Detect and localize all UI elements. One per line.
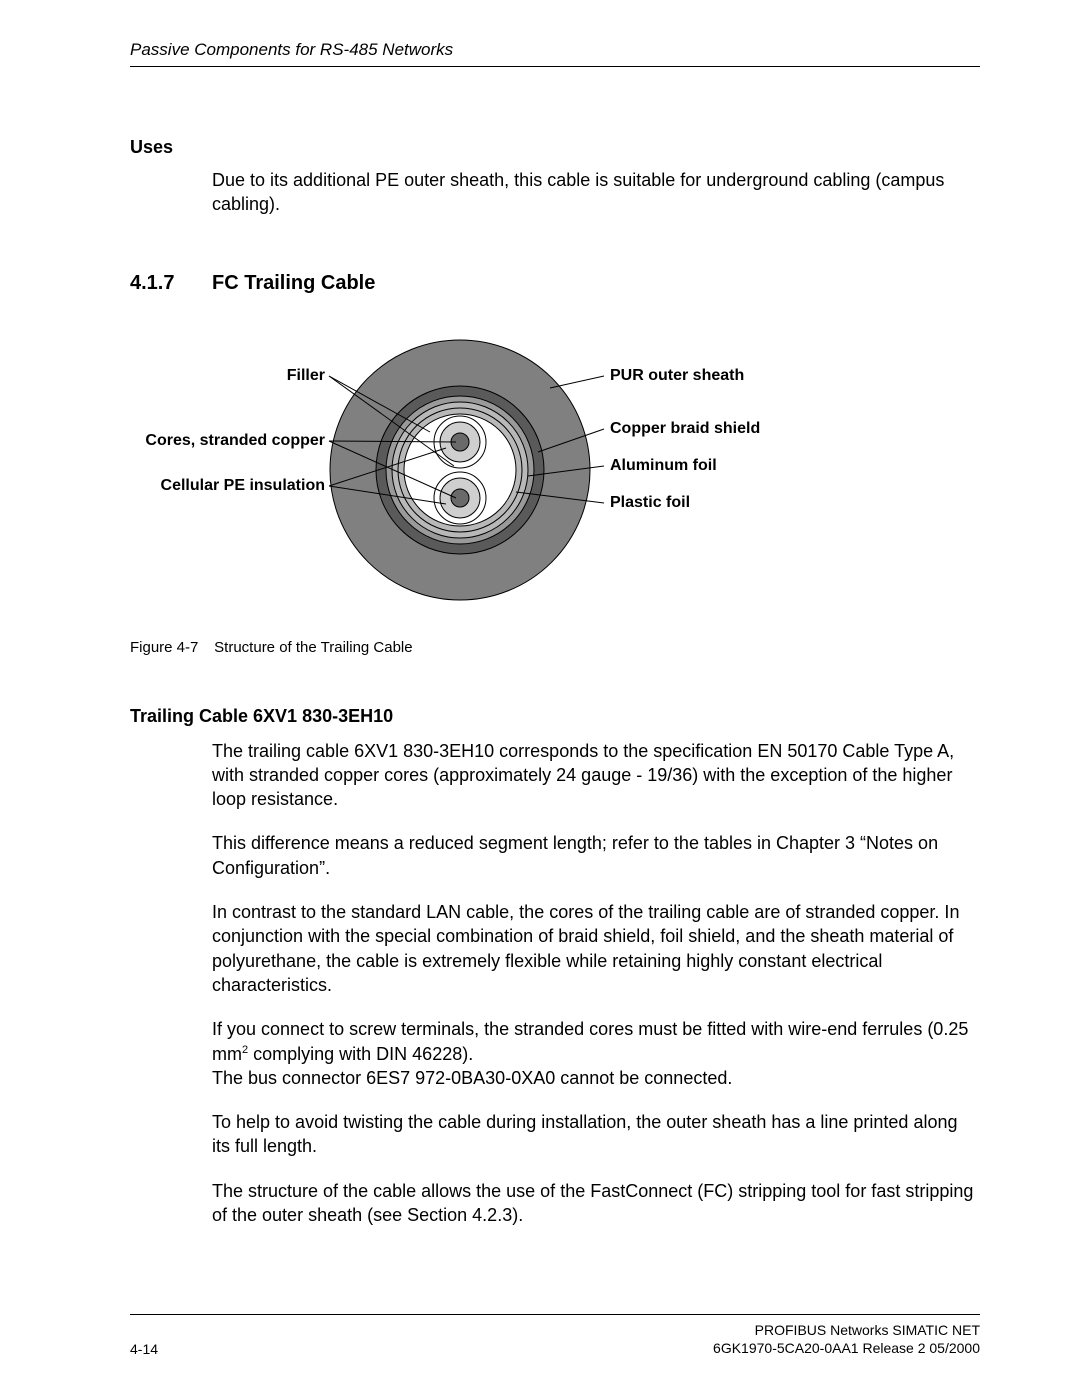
paragraph-1: The trailing cable 6XV1 830-3EH10 corres… [212,739,980,812]
footer-line1: PROFIBUS Networks SIMATIC NET [713,1321,980,1339]
paragraph-2: This difference means a reduced segment … [212,831,980,880]
svg-text:PUR outer sheath: PUR outer sheath [610,367,744,384]
page-header: Passive Components for RS-485 Networks [130,40,980,67]
svg-text:Cores, stranded copper: Cores, stranded copper [145,432,325,449]
figure-caption-number: Figure 4-7 [130,639,210,656]
paragraph-3: In contrast to the standard LAN cable, t… [212,900,980,997]
page-footer: 4-14 PROFIBUS Networks SIMATIC NET 6GK19… [130,1314,980,1357]
svg-text:Aluminum foil: Aluminum foil [610,457,717,474]
svg-text:Plastic foil: Plastic foil [610,494,690,511]
uses-body: Due to its additional PE outer sheath, t… [212,168,980,217]
paragraph-4: If you connect to screw terminals, the s… [212,1017,980,1090]
header-text: Passive Components for RS-485 Networks [130,40,453,59]
p4-b: complying with DIN 46228). [248,1044,473,1064]
section-number: 4.1.7 [130,272,212,295]
svg-text:Copper braid shield: Copper braid shield [610,420,760,437]
page: Passive Components for RS-485 Networks U… [0,0,1080,1397]
cable-svg: Filler Cores, stranded copper Cellular PE … [130,325,980,615]
figure-caption: Figure 4-7 Structure of the Trailing Cab… [130,639,980,656]
footer-line2: 6GK1970-5CA20-0AA1 Release 2 05/2000 [713,1339,980,1357]
svg-text:Filler: Filler [287,367,325,384]
paragraph-6: The structure of the cable allows the us… [212,1179,980,1228]
figure-caption-text: Structure of the Trailing Cable [214,639,412,656]
section-heading-row: 4.1.7 FC Trailing Cable [130,272,980,295]
svg-text:Cellular PE insulation: Cellular PE insulation [161,477,325,494]
footer-page-number: 4-14 [130,1341,158,1357]
subsection-heading: Trailing Cable 6XV1 830-3EH10 [130,706,980,727]
footer-right: PROFIBUS Networks SIMATIC NET 6GK1970-5C… [713,1321,980,1357]
uses-heading: Uses [130,137,980,158]
cable-diagram: Filler Cores, stranded copper Cellular PE … [130,325,980,615]
paragraph-5: To help to avoid twisting the cable duri… [212,1110,980,1159]
section-title: FC Trailing Cable [212,272,375,295]
p4-c: The bus connector 6ES7 972-0BA30-0XA0 ca… [212,1068,732,1088]
